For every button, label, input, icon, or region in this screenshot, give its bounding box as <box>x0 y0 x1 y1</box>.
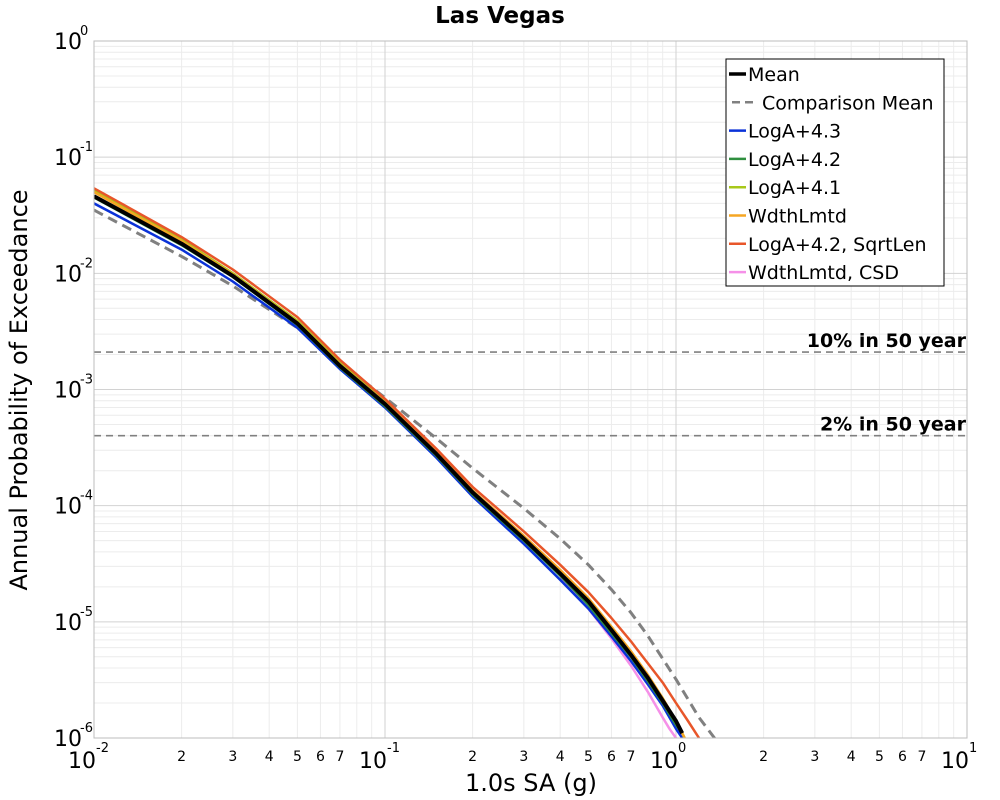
series-lines <box>94 187 717 738</box>
series-line-wdthlmtd-csd <box>559 576 678 738</box>
y-tick-label: 10 <box>54 30 82 55</box>
y-tick-exponent: -1 <box>80 140 93 155</box>
legend-entry-label: LogA+4.2, SqrtLen <box>748 234 927 256</box>
y-tick-exponent: -4 <box>80 489 93 504</box>
x-tick-label: 10 <box>359 749 387 774</box>
legend: Mean Comparison Mean LogA+4.3 LogA+4.2 LogA+… <box>725 58 945 287</box>
y-tick-exponent: -3 <box>80 373 93 388</box>
x-minor-tick-label: 4 <box>556 749 565 765</box>
legend-entry-label: Mean <box>748 64 800 86</box>
y-tick-exponent: 0 <box>80 24 88 39</box>
x-minor-tick-label: 4 <box>265 749 274 765</box>
x-minor-tick-label: 7 <box>335 749 344 765</box>
y-tick-label: 10 <box>54 727 82 752</box>
x-tick-exponent: -2 <box>96 741 109 756</box>
x-minor-tick-label: 7 <box>917 749 926 765</box>
x-tick-exponent: 1 <box>969 741 977 756</box>
x-minor-tick-label: 2 <box>759 749 768 765</box>
reference-line-label: 2% in 50 year <box>820 414 967 436</box>
plot-frame <box>93 40 968 739</box>
legend-entry-label: WdthLmtd <box>748 206 847 228</box>
chart-title: Las Vegas <box>435 3 565 29</box>
x-minor-tick-label: 2 <box>177 749 186 765</box>
y-tick-label: 10 <box>54 611 82 636</box>
x-minor-tick-label: 6 <box>607 749 616 765</box>
legend-entry-label: LogA+4.3 <box>748 121 841 143</box>
x-tick-exponent: -1 <box>387 741 400 756</box>
x-tick-label: 10 <box>941 749 969 774</box>
x-tick-label: 10 <box>650 749 678 774</box>
series-line-mean <box>94 194 684 735</box>
x-tick-label: 10 <box>68 749 96 774</box>
x-minor-tick-label: 6 <box>898 749 907 765</box>
x-axis-label: 1.0s SA (g) <box>465 769 597 797</box>
y-tick-label: 10 <box>54 495 82 520</box>
legend-entry-label: Comparison Mean <box>762 92 934 114</box>
x-minor-tick-label: 2 <box>468 749 477 765</box>
x-minor-tick-label: 6 <box>316 749 325 765</box>
y-tick-exponent: -5 <box>80 605 93 620</box>
y-tick-exponent: -2 <box>80 256 93 271</box>
x-minor-tick-label: 7 <box>626 749 635 765</box>
x-minor-tick-label: 3 <box>810 749 819 765</box>
series-line-loga-4-2 <box>94 196 684 734</box>
y-tick-label: 10 <box>54 379 82 404</box>
y-tick-exponent: -6 <box>80 721 93 736</box>
series-line-loga-4-1 <box>94 189 686 738</box>
legend-entry-label: LogA+4.2 <box>748 149 841 171</box>
legend-entry-label: LogA+4.1 <box>748 177 841 199</box>
x-minor-tick-label: 5 <box>584 749 593 765</box>
series-line-wdthlmtd <box>94 191 686 738</box>
x-minor-tick-label: 3 <box>519 749 528 765</box>
series-line-loga-4-2-sqrtlen <box>94 187 701 738</box>
y-tick-label: 10 <box>54 262 82 287</box>
x-minor-tick-label: 5 <box>875 749 884 765</box>
reference-line-label: 10% in 50 year <box>807 330 967 352</box>
x-minor-tick-label: 4 <box>847 749 856 765</box>
series-line-loga-4-3 <box>94 202 684 738</box>
x-minor-tick-label: 5 <box>293 749 302 765</box>
legend-box <box>725 58 945 287</box>
plot-area <box>94 187 717 738</box>
x-minor-tick-label: 3 <box>228 749 237 765</box>
y-tick-label: 10 <box>54 146 82 171</box>
reference-lines: 10% in 50 year 2% in 50 year <box>94 330 967 437</box>
legend-entry-label: WdthLmtd, CSD <box>748 262 899 284</box>
x-tick-exponent: 0 <box>678 741 686 756</box>
y-axis-label: Annual Probability of Exceedance <box>5 189 33 590</box>
series-line-comparison-mean <box>94 208 717 738</box>
